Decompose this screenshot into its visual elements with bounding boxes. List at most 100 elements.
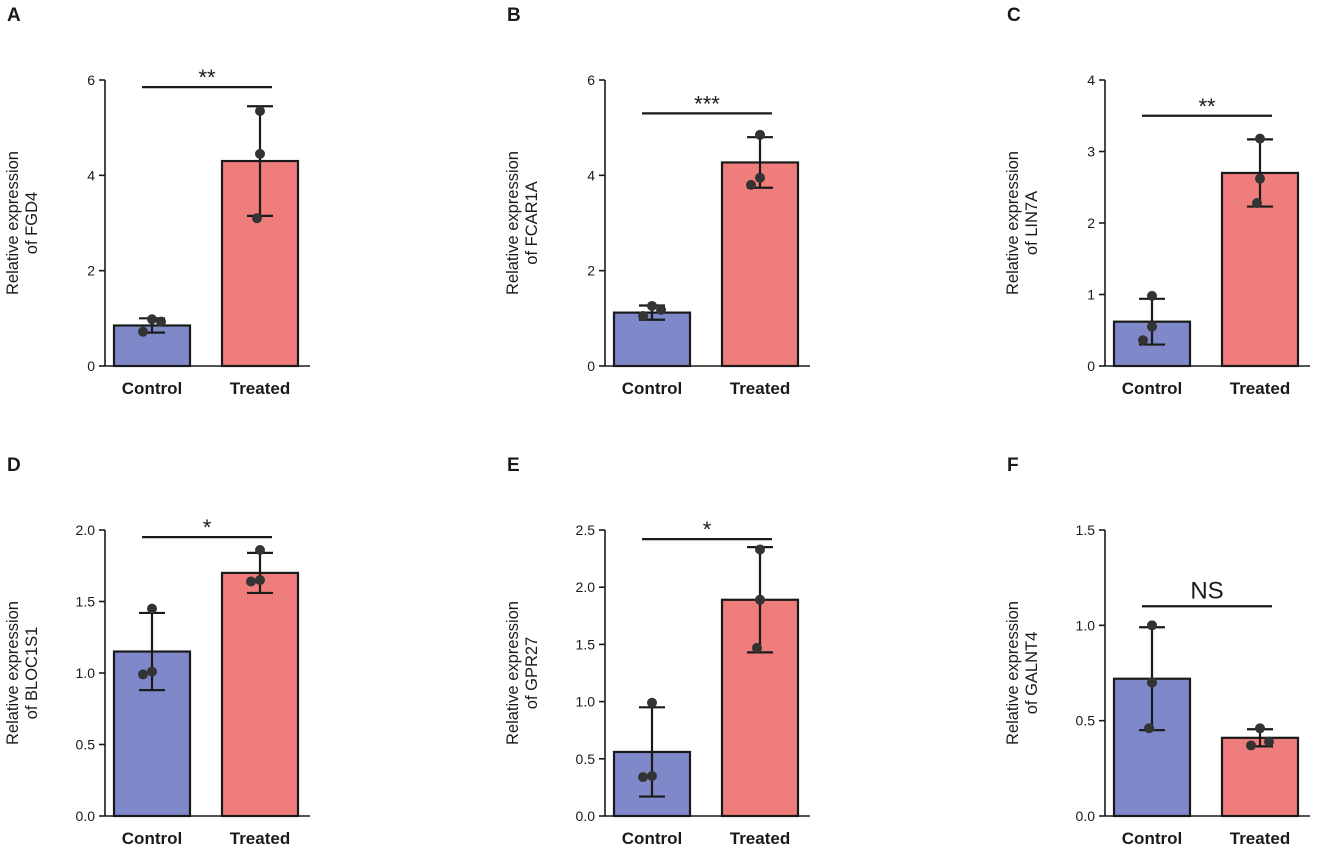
data-point-control (1147, 677, 1157, 688)
data-point-control (147, 314, 157, 325)
data-point-treated (1264, 736, 1274, 747)
panel-letter: F (1007, 455, 1019, 476)
chart-svg: 0.0 0.5 1.0 1.5 2.0 Control Treated * (76, 515, 310, 848)
y-tick-label: 1 (1087, 287, 1095, 303)
x-tick-label-control: Control (1122, 829, 1182, 848)
data-point-treated (1252, 197, 1262, 208)
chart-panel-b: B Relative expression of FCAR1A 0 2 4 6 Control… (500, 0, 825, 400)
data-point-treated (255, 575, 265, 586)
y-tick-label: 0 (1087, 358, 1095, 374)
data-point-control (638, 772, 648, 783)
y-tick-label: 0.5 (76, 737, 96, 753)
x-tick-label-control: Control (1122, 379, 1182, 398)
data-point-treated (755, 172, 765, 183)
y-tick-label: 1.0 (576, 694, 596, 710)
y-tick-label: 2 (87, 263, 95, 279)
data-point-treated (255, 105, 265, 116)
y-tick-label: 0.0 (76, 808, 96, 824)
data-point-control (147, 603, 157, 614)
data-point-treated (246, 576, 256, 587)
data-point-treated (1246, 740, 1256, 751)
data-point-control (647, 697, 657, 708)
y-tick-label: 0.0 (1076, 808, 1096, 824)
x-tick-label-treated: Treated (1230, 379, 1290, 398)
data-point-treated (752, 642, 762, 653)
bar-treated (1220, 736, 1300, 818)
data-point-control (1144, 723, 1154, 734)
y-tick-label: 0 (587, 358, 595, 374)
data-point-treated (1255, 723, 1265, 734)
data-point-control (638, 310, 648, 321)
chart-panel-e: E Relative expression of GPR27 0.0 0.5 1.0 1.5… (500, 450, 825, 850)
x-tick-label-treated: Treated (230, 829, 290, 848)
chart-panel-d: D Relative expression of BLOC1S1 0.0 0.5 1.0 1… (0, 450, 325, 850)
x-tick-label-control: Control (622, 379, 682, 398)
chart-svg: 0 2 4 6 Control Treated *** (587, 72, 810, 398)
panel-letter: A (7, 5, 21, 26)
chart-svg: 0 1 2 3 4 Control Treated ** (1087, 72, 1310, 398)
data-point-control (147, 666, 157, 677)
panel-letter: E (507, 455, 520, 476)
significance-label: * (703, 517, 712, 542)
significance-label: NS (1190, 577, 1223, 604)
bar-treated (220, 571, 300, 818)
chart-svg: 0.0 0.5 1.0 1.5 2.0 2.5 Control Treated * (576, 517, 810, 848)
y-tick-label: 2.0 (576, 579, 596, 595)
data-point-control (647, 300, 657, 311)
y-tick-label: 6 (87, 72, 95, 88)
y-tick-label: 0.5 (576, 751, 596, 767)
panel-letter: C (1007, 5, 1021, 26)
x-tick-label-treated: Treated (230, 379, 290, 398)
chart-panel-f: F Relative expression of GALNT4 0.0 0.5 1.0 1.… (1000, 450, 1325, 850)
chart-panel-a: A Relative expression of FGD4 0 2 4 6 Control Tr… (0, 0, 325, 400)
y-tick-label: 4 (87, 167, 95, 183)
chart-svg: 0 2 4 6 Control Treated ** (87, 65, 310, 398)
y-tick-label: 2 (1087, 215, 1095, 231)
data-point-control (1147, 620, 1157, 631)
y-tick-label: 1.5 (576, 636, 596, 652)
bar-treated (720, 161, 800, 368)
significance-label: *** (694, 91, 720, 116)
x-tick-label-control: Control (122, 379, 182, 398)
data-point-treated (746, 179, 756, 190)
y-tick-label: 0 (87, 358, 95, 374)
y-tick-label: 2 (587, 263, 595, 279)
data-point-treated (255, 148, 265, 159)
data-point-control (1147, 290, 1157, 301)
x-tick-label-treated: Treated (1230, 829, 1290, 848)
significance-label: * (203, 515, 212, 540)
data-point-control (1147, 321, 1157, 332)
y-tick-label: 2.5 (576, 522, 596, 538)
chart-panel-c: C Relative expression of LIN7A 0 1 2 3 4 Control… (1000, 0, 1325, 400)
data-point-treated (255, 545, 265, 556)
significance-label: ** (198, 65, 216, 90)
data-point-control (656, 304, 666, 315)
data-point-treated (1255, 173, 1265, 184)
data-point-treated (252, 213, 262, 224)
x-tick-label-control: Control (122, 829, 182, 848)
significance-label: ** (1198, 94, 1216, 119)
data-point-control (1138, 335, 1148, 346)
y-tick-label: 1.0 (1076, 617, 1096, 633)
y-tick-label: 1.0 (76, 665, 96, 681)
y-tick-label: 1.5 (1076, 522, 1096, 538)
y-tick-label: 3 (1087, 144, 1095, 160)
x-tick-label-treated: Treated (730, 829, 790, 848)
y-tick-label: 2.0 (76, 522, 96, 538)
chart-svg: 0.0 0.5 1.0 1.5 Control Treated NS (1076, 522, 1310, 848)
y-tick-label: 1.5 (76, 594, 96, 610)
data-point-control (138, 669, 148, 680)
y-tick-label: 4 (1087, 72, 1095, 88)
y-tick-label: 4 (587, 167, 595, 183)
data-point-control (647, 770, 657, 781)
y-tick-label: 0.0 (576, 808, 596, 824)
data-point-treated (1255, 133, 1265, 144)
data-point-control (138, 326, 148, 337)
y-tick-label: 0.5 (1076, 713, 1096, 729)
y-tick-label: 6 (587, 72, 595, 88)
panel-letter: B (507, 5, 521, 26)
x-tick-label-treated: Treated (730, 379, 790, 398)
panel-letter: D (7, 455, 21, 476)
x-tick-label-control: Control (622, 829, 682, 848)
